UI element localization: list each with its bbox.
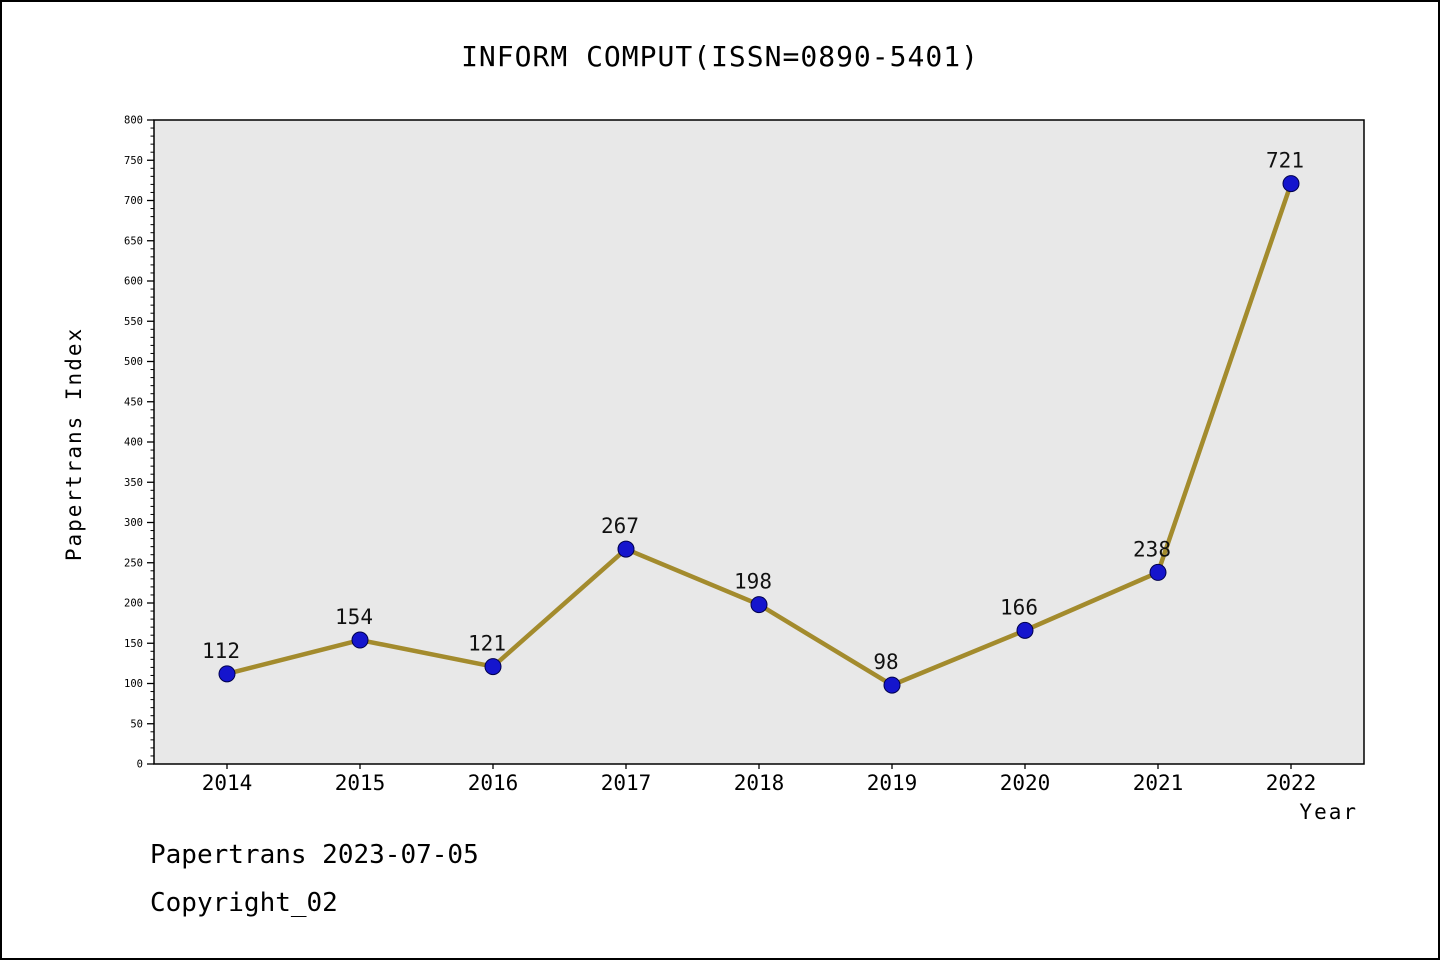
x-tick-label: 2021 — [1133, 771, 1184, 795]
data-point — [1282, 175, 1300, 193]
y-tick-label: 100 — [124, 678, 143, 690]
x-tick-label: 2016 — [468, 771, 519, 795]
plot-area — [153, 119, 1365, 765]
data-point — [484, 658, 502, 676]
x-tick-label: 2017 — [601, 771, 652, 795]
x-tick-label: 2019 — [867, 771, 918, 795]
y-tick-label: 550 — [124, 316, 143, 328]
y-tick-label: 500 — [124, 356, 143, 368]
y-tick-label: 450 — [124, 396, 143, 408]
data-label: 112 — [202, 639, 240, 663]
data-label: 267 — [601, 514, 639, 538]
y-tick-label: 400 — [124, 437, 143, 449]
x-tick-label: 2014 — [202, 771, 253, 795]
data-label: 198 — [734, 570, 772, 594]
data-point — [617, 540, 635, 558]
y-tick-label: 350 — [124, 477, 143, 489]
x-tick-label: 2020 — [1000, 771, 1051, 795]
data-point — [351, 631, 369, 649]
data-point — [883, 676, 901, 694]
data-label: 154 — [335, 605, 373, 629]
x-tick-label: 2022 — [1266, 771, 1317, 795]
y-tick-label: 700 — [124, 195, 143, 207]
data-label: 238 — [1133, 537, 1171, 561]
data-point — [1149, 563, 1167, 581]
data-point — [1016, 621, 1034, 639]
data-label: 121 — [468, 632, 506, 656]
data-point — [218, 665, 236, 683]
y-tick-label: 750 — [124, 155, 143, 167]
y-tick-label: 800 — [124, 115, 143, 127]
y-tick-label: 50 — [130, 718, 143, 730]
y-tick-label: 0 — [137, 759, 143, 771]
y-tick-label: 150 — [124, 638, 143, 650]
data-label: 98 — [873, 650, 898, 674]
chart-title: INFORM COMPUT(ISSN=0890-5401) — [461, 40, 979, 73]
x-tick-label: 2015 — [335, 771, 386, 795]
footer-copyright: Copyright_02 — [150, 888, 338, 918]
data-label: 721 — [1266, 149, 1304, 173]
y-tick-label: 650 — [124, 235, 143, 247]
y-tick-label: 600 — [124, 276, 143, 288]
y-tick-label: 250 — [124, 557, 143, 569]
x-tick-label: 2018 — [734, 771, 785, 795]
data-point — [750, 596, 768, 614]
x-axis-title: Year — [1299, 800, 1358, 824]
y-tick-label: 200 — [124, 598, 143, 610]
y-tick-label: 300 — [124, 517, 143, 529]
data-label: 166 — [1000, 595, 1038, 619]
footer-source-date: Papertrans 2023-07-05 — [150, 840, 479, 870]
